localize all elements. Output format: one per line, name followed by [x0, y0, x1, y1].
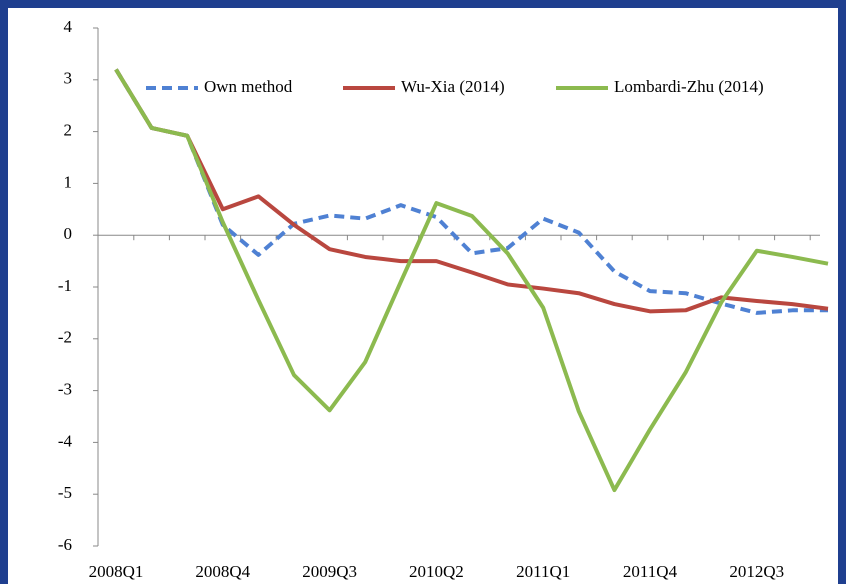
y-tick-label: -1 — [58, 276, 72, 295]
y-tick-label: 1 — [64, 172, 73, 191]
y-tick-label: 4 — [64, 17, 73, 36]
x-tick-label: 2008Q1 — [89, 562, 144, 581]
series-line — [114, 68, 829, 493]
y-tick-label: 3 — [64, 69, 73, 88]
legend-label: Lombardi-Zhu (2014) — [614, 77, 764, 96]
legend-label: Own method — [204, 77, 293, 96]
x-tick-label: 2008Q4 — [195, 562, 250, 581]
series-line — [114, 68, 829, 314]
series-line — [114, 68, 828, 315]
x-tick-label: 2011Q4 — [623, 562, 678, 581]
y-tick-label: -4 — [58, 431, 73, 450]
legend-label: Wu-Xia (2014) — [401, 77, 505, 96]
y-tick-label: -3 — [58, 380, 72, 399]
y-tick-label: -6 — [58, 535, 72, 554]
x-tick-label: 2010Q2 — [409, 562, 464, 581]
x-tick-label: 2011Q1 — [516, 562, 570, 581]
x-tick-label: 2012Q3 — [729, 562, 784, 581]
y-tick-label: -5 — [58, 483, 72, 502]
y-tick-label: 2 — [64, 121, 73, 140]
y-tick-label: -2 — [58, 328, 72, 347]
y-tick-label: 0 — [64, 224, 73, 243]
x-tick-label: 2009Q3 — [302, 562, 357, 581]
